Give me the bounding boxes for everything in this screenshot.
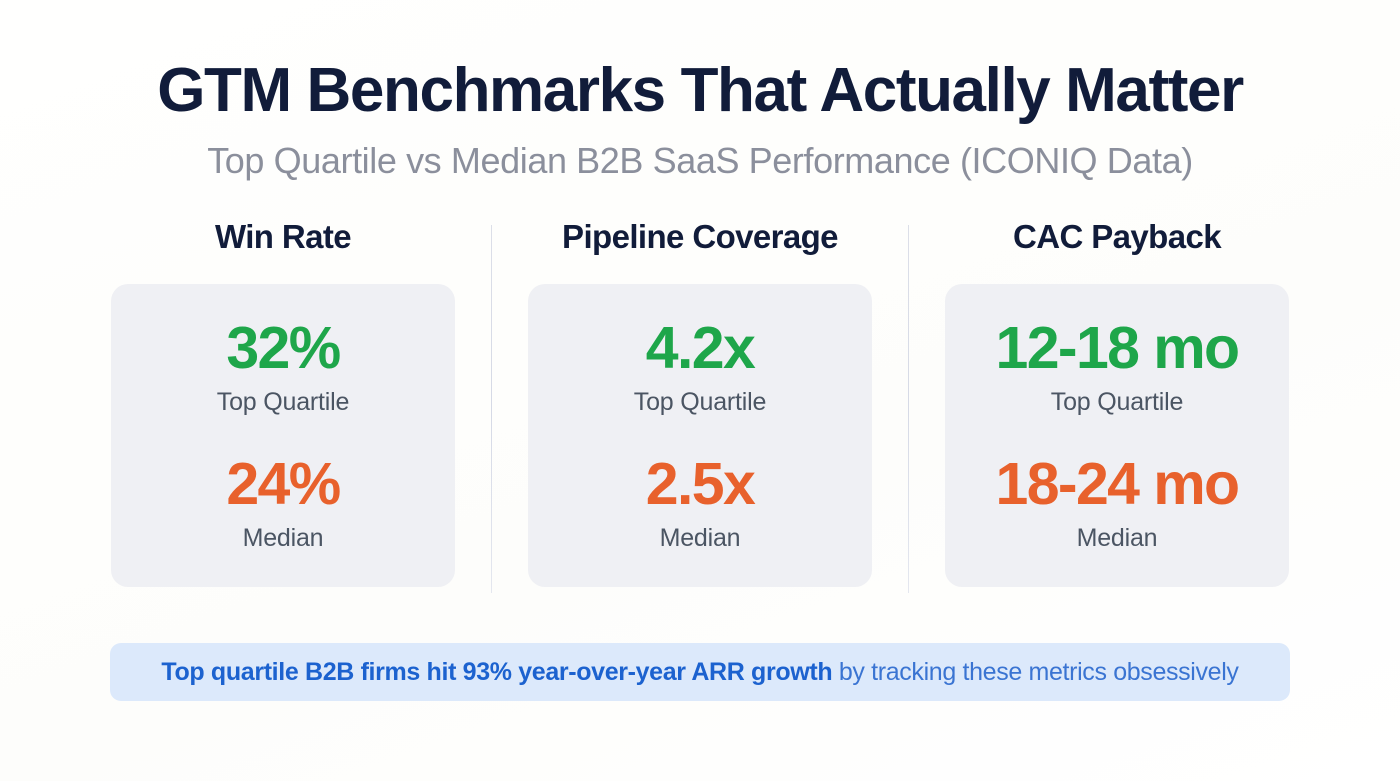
- metric-column-pipeline-coverage: Pipeline Coverage 4.2x Top Quartile 2.5x…: [528, 218, 872, 593]
- stat-label-median: Median: [242, 523, 324, 552]
- stat-label-median: Median: [1076, 523, 1158, 552]
- column-spacer: [909, 219, 945, 593]
- metric-card-cac-payback: 12-18 mo Top Quartile 18-24 mo Median: [945, 284, 1289, 588]
- stat-block-top-quartile: 12-18 mo Top Quartile: [995, 315, 1241, 417]
- metric-column-cac-payback: CAC Payback 12-18 mo Top Quartile 18-24 …: [945, 218, 1289, 593]
- metric-card-pipeline-coverage: 4.2x Top Quartile 2.5x Median: [528, 284, 872, 588]
- stat-value-median: 18-24 mo: [995, 450, 1241, 517]
- stat-value-top-quartile: 32%: [226, 315, 341, 382]
- insight-banner: Top quartile B2B firms hit 93% year-over…: [110, 643, 1290, 702]
- stat-label-top-quartile: Top Quartile: [1050, 388, 1184, 417]
- page-title: GTM Benchmarks That Actually Matter: [157, 56, 1244, 125]
- column-divider-2: [908, 225, 909, 594]
- metrics-row: Win Rate 32% Top Quartile 24% Median Pip…: [110, 218, 1290, 594]
- stat-value-median: 24%: [226, 450, 341, 517]
- metric-column-win-rate: Win Rate 32% Top Quartile 24% Median: [111, 218, 455, 593]
- column-divider-1: [491, 225, 492, 594]
- stat-block-median: 18-24 mo Median: [995, 450, 1241, 553]
- stat-label-median: Median: [659, 523, 741, 552]
- stat-block-top-quartile: 4.2x Top Quartile: [633, 315, 767, 417]
- column-spacer: [872, 219, 908, 593]
- column-spacer: [455, 219, 491, 593]
- stat-value-median: 2.5x: [645, 450, 756, 517]
- stat-block-median: 24% Median: [226, 450, 341, 553]
- stat-value-top-quartile: 12-18 mo: [995, 315, 1241, 382]
- column-spacer: [492, 219, 528, 593]
- metric-heading-pipeline-coverage: Pipeline Coverage: [562, 218, 839, 256]
- metric-heading-win-rate: Win Rate: [214, 218, 352, 256]
- page-subtitle: Top Quartile vs Median B2B SaaS Performa…: [207, 139, 1193, 181]
- insight-banner-text: Top quartile B2B firms hit 93% year-over…: [161, 657, 1239, 687]
- header: GTM Benchmarks That Actually Matter Top …: [0, 0, 1400, 181]
- stat-value-top-quartile: 4.2x: [645, 315, 756, 382]
- insight-banner-rest: by tracking these metrics obsessively: [832, 657, 1239, 686]
- insight-banner-highlight: Top quartile B2B firms hit 93% year-over…: [161, 657, 833, 686]
- stat-block-top-quartile: 32% Top Quartile: [216, 315, 350, 417]
- metric-card-win-rate: 32% Top Quartile 24% Median: [111, 284, 455, 588]
- metric-heading-cac-payback: CAC Payback: [1013, 218, 1222, 256]
- stat-label-top-quartile: Top Quartile: [633, 388, 767, 417]
- stat-label-top-quartile: Top Quartile: [216, 388, 350, 417]
- stat-block-median: 2.5x Median: [645, 450, 756, 553]
